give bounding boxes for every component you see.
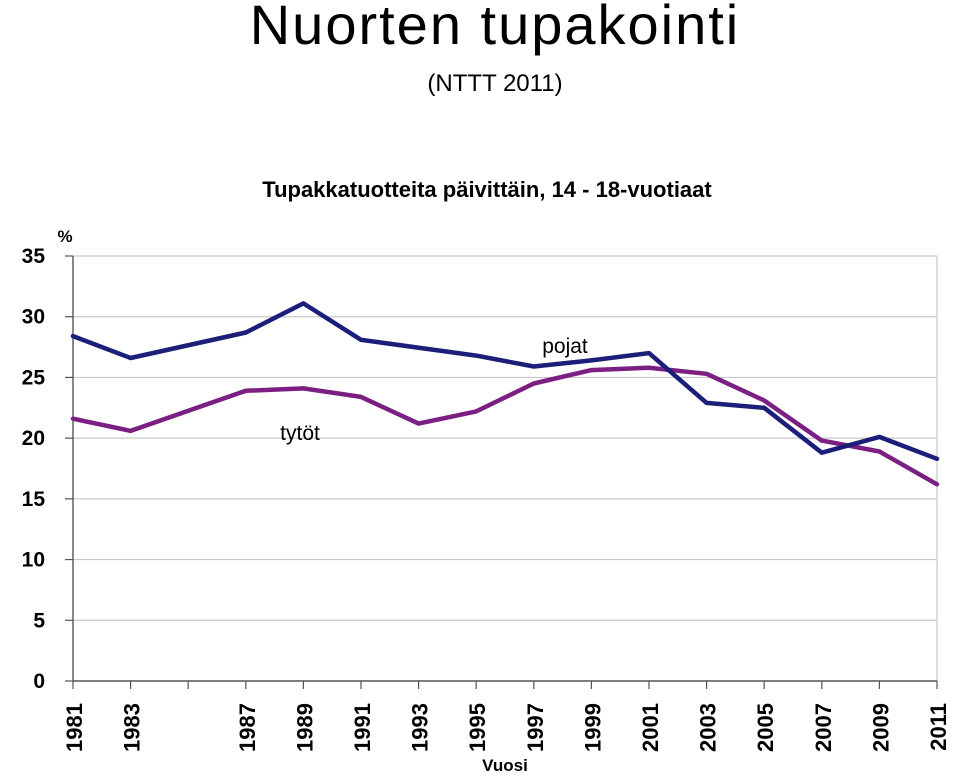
y-tick-label-5: 5 — [33, 609, 45, 632]
x-tick-label-1993: 1993 — [408, 703, 433, 752]
x-tick-label-1987: 1987 — [235, 703, 260, 752]
x-axis-label: Vuosi — [482, 756, 528, 775]
x-tick-label-1983: 1983 — [120, 703, 145, 752]
x-tick-label-1995: 1995 — [465, 703, 490, 752]
slide-title: Nuorten tupakointi — [249, 0, 741, 56]
y-tick-label-0: 0 — [33, 670, 45, 693]
y-tick-labels: 0 5 10 15 20 25 30 35 — [22, 245, 46, 693]
gridlines — [73, 255, 938, 681]
y-tick-label-15: 15 — [22, 488, 46, 511]
y-tick-label-25: 25 — [22, 366, 46, 389]
y-tick-label-20: 20 — [22, 427, 45, 450]
y-tick-label-35: 35 — [22, 245, 46, 268]
x-tick-label-2005: 2005 — [753, 703, 778, 752]
y-tick-label-10: 10 — [22, 549, 45, 572]
series-lines — [70, 301, 940, 487]
series-label-pojat: pojat — [542, 335, 588, 358]
x-tick-label-2007: 2007 — [811, 703, 836, 752]
series-label-tytot: tytöt — [280, 422, 320, 445]
y-axis-label: % — [57, 227, 72, 246]
chart-title: Tupakkatuotteita päivittäin, 14 - 18-vuo… — [262, 177, 712, 202]
slide-subtitle: (NTTT 2011) — [427, 70, 563, 97]
x-tick-labels: 1981 1983 1987 1989 1991 1993 1995 1997 1999 2001… — [62, 703, 951, 752]
x-tick-label-1981: 1981 — [62, 703, 87, 752]
x-tick-label-1991: 1991 — [350, 703, 375, 752]
y-tick-label-30: 30 — [22, 306, 45, 329]
x-tick-label-1989: 1989 — [292, 703, 317, 752]
x-tick-label-2009: 2009 — [868, 703, 893, 752]
x-tick-label-1999: 1999 — [580, 703, 605, 752]
x-tick-label-2003: 2003 — [696, 703, 721, 752]
series-line-pojat — [70, 301, 940, 462]
x-tick-label-2011: 2011 — [926, 703, 951, 751]
x-tick-label-1997: 1997 — [523, 703, 548, 752]
axes — [65, 255, 938, 689]
x-tick-label-2001: 2001 — [638, 703, 663, 752]
series-line-tytot — [70, 365, 940, 487]
